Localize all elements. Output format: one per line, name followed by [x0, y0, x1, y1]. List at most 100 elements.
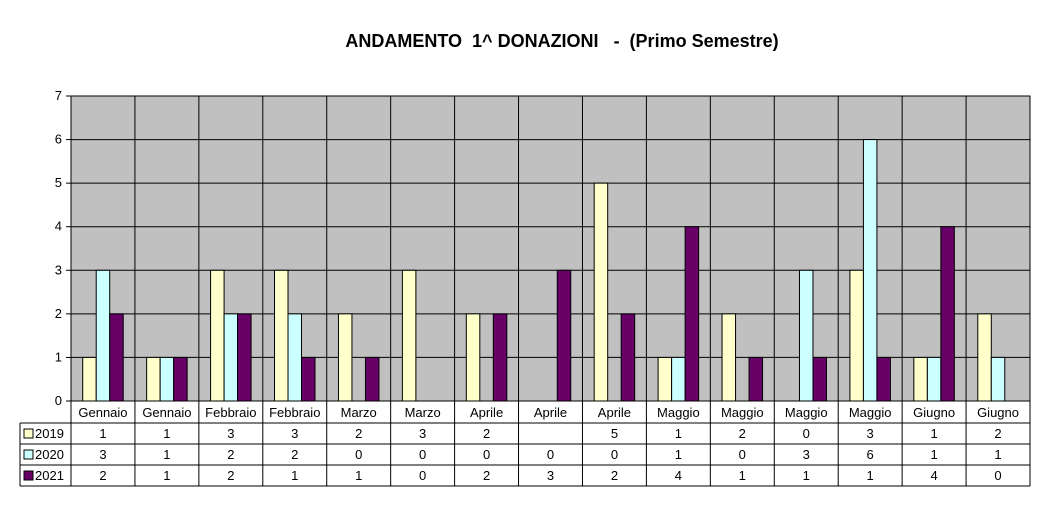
legend-label: 2019 [35, 426, 64, 441]
table-cell: 4 [675, 468, 682, 483]
table-cell: 3 [99, 447, 106, 462]
x-tick-label: Marzo [405, 405, 441, 420]
table-cell: 1 [803, 468, 810, 483]
table-cell: 2 [483, 426, 490, 441]
y-tick-label: 6 [55, 132, 62, 147]
x-tick-label: Marzo [341, 405, 377, 420]
table-cell: 2 [291, 447, 298, 462]
bar-2019-6 [465, 313, 481, 402]
table-cell: 1 [930, 447, 937, 462]
bar-2021-11 [812, 356, 827, 402]
table-cell: 2 [994, 426, 1001, 441]
bar-2020-12 [862, 139, 878, 402]
table-cell: 5 [611, 426, 618, 441]
table-cell: 1 [739, 468, 746, 483]
bar-2019-1 [146, 356, 161, 402]
bar-2021-9 [684, 226, 700, 402]
x-tick-label: Maggio [721, 405, 764, 420]
table-cell: 2 [483, 468, 490, 483]
table-cell: 3 [227, 426, 234, 441]
table-cell: 1 [675, 426, 682, 441]
x-tick-label: Gennaio [142, 405, 191, 420]
bar-2019-8 [593, 182, 609, 402]
bar-2020-9 [671, 356, 686, 402]
legend-key-2019 [23, 428, 34, 439]
x-tick-label: Maggio [849, 405, 892, 420]
y-tick-label: 4 [55, 219, 62, 234]
bar-2020-13 [926, 356, 942, 402]
data-table: Gennaio Gennaio Febbraio Febbraio Marzo Marzo… [19, 401, 1031, 487]
bar-2019-4 [337, 313, 353, 402]
x-tick-label: Maggio [657, 405, 700, 420]
bar-2019-2 [210, 269, 225, 402]
table-cell: 1 [291, 468, 298, 483]
y-tick-label: 5 [55, 175, 62, 190]
y-tick-label: 2 [55, 306, 62, 321]
x-tick-label: Febbraio [269, 405, 320, 420]
legend-key-2021 [23, 470, 34, 481]
table-cell: 0 [739, 447, 746, 462]
bar-2020-14 [990, 356, 1006, 402]
y-axis: 0 1 2 3 4 5 6 7 [55, 88, 71, 408]
bar-2021-1 [173, 356, 188, 402]
table-cell: 2 [611, 468, 618, 483]
y-tick-label: 3 [55, 262, 62, 277]
table-cell: 1 [163, 426, 170, 441]
x-tick-label: Febbraio [205, 405, 256, 420]
chart-title: ANDAMENTO 1^ DONAZIONI - (Primo Semestre… [345, 31, 778, 51]
table-cell: 4 [930, 468, 937, 483]
table-cell: 1 [675, 447, 682, 462]
bar-2021-3 [301, 356, 316, 402]
bar-2020-2 [223, 313, 239, 402]
bar-2020-1 [159, 356, 175, 402]
legend-label: 2020 [35, 447, 64, 462]
table-cell: 0 [483, 447, 490, 462]
bar-2019-9 [657, 356, 673, 402]
table-cell: 0 [547, 447, 554, 462]
bar-2021-13 [940, 226, 955, 402]
bar-2019-0 [82, 356, 97, 402]
table-cell: 1 [355, 468, 362, 483]
table-cell: 1 [99, 426, 106, 441]
table-cell: 3 [419, 426, 426, 441]
table-cell: 3 [803, 447, 810, 462]
x-tick-label: Aprile [470, 405, 503, 420]
table-cell: 0 [419, 468, 426, 483]
x-tick-label: Giugno [977, 405, 1019, 420]
bar-2020-0 [95, 269, 111, 402]
x-tick-label: Maggio [785, 405, 828, 420]
x-tick-label: Aprile [534, 405, 567, 420]
table-cell: 0 [355, 447, 362, 462]
x-tick-label: Gennaio [78, 405, 127, 420]
bar-2021-6 [492, 313, 508, 402]
bar-2021-4 [364, 356, 380, 402]
bar-2021-7 [556, 269, 572, 402]
table-cell: 2 [227, 447, 234, 462]
bar-2019-10 [721, 313, 737, 402]
table-cell: 3 [547, 468, 554, 483]
x-tick-label: Giugno [913, 405, 955, 420]
table-cell: 1 [930, 426, 937, 441]
table-cell: 1 [163, 447, 170, 462]
bar-2021-10 [748, 356, 764, 402]
bar-2020-11 [798, 269, 814, 402]
bar-2019-5 [401, 269, 417, 402]
bars [82, 139, 1006, 402]
table-cell: 2 [99, 468, 106, 483]
table-cell: 1 [994, 447, 1001, 462]
bar-2020-3 [287, 313, 303, 402]
table-cell: 1 [867, 468, 874, 483]
table-cell: 2 [227, 468, 234, 483]
bar-2021-12 [876, 356, 891, 402]
table-cell: 0 [611, 447, 618, 462]
bar-2019-14 [977, 313, 992, 402]
table-cell: 0 [419, 447, 426, 462]
bar-2019-13 [913, 356, 928, 402]
bar-2021-2 [237, 313, 252, 402]
table-cell: 2 [739, 426, 746, 441]
y-tick-label: 0 [55, 393, 62, 408]
legend-key-2020 [23, 449, 34, 460]
bar-2019-3 [274, 269, 289, 402]
table-cell: 3 [291, 426, 298, 441]
